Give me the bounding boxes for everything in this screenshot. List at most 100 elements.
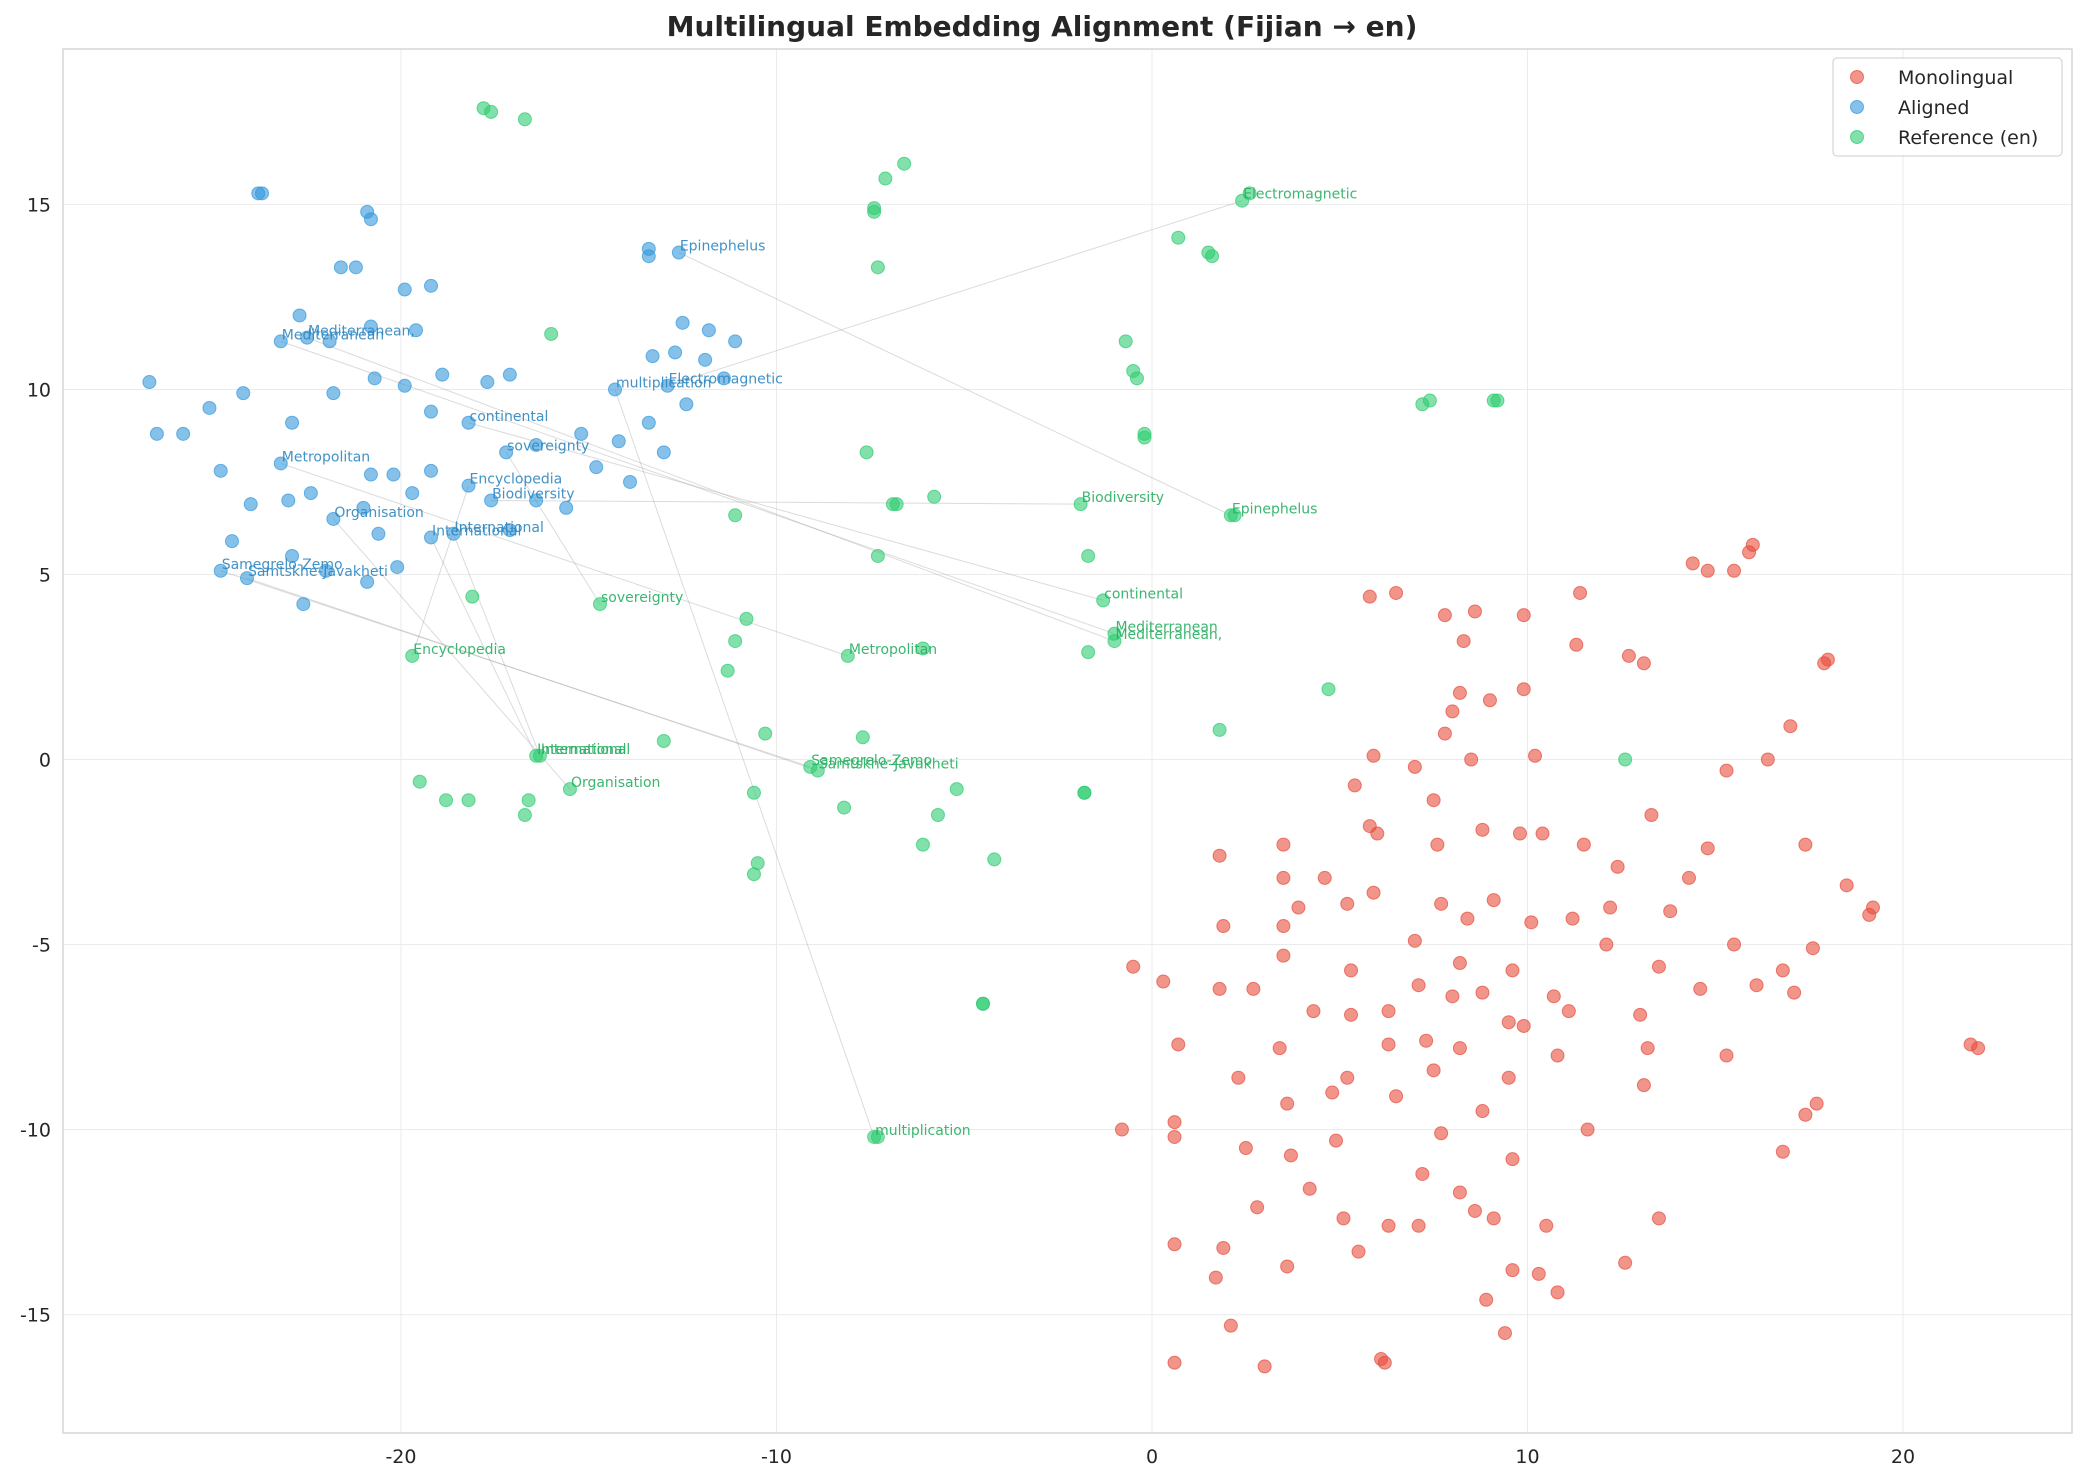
reference-en-point	[976, 996, 991, 1011]
monolingual-point	[1820, 652, 1835, 667]
reference-en-point	[837, 800, 852, 815]
reference-en-point	[1081, 548, 1096, 563]
monolingual-point	[1437, 608, 1452, 623]
reference-en-point	[656, 734, 671, 748]
monolingual-point	[1971, 1041, 1986, 1056]
monolingual-point	[1524, 915, 1539, 930]
reference-en-point	[930, 808, 945, 823]
monolingual-point	[1636, 1078, 1651, 1093]
point-label: International	[432, 523, 521, 539]
reference-en-point	[484, 104, 499, 119]
monolingual-point	[1569, 637, 1584, 652]
alignment-connector	[468, 422, 1104, 601]
reference-en-point	[746, 785, 761, 800]
aligned-point	[213, 463, 228, 478]
reference-en-point	[1107, 634, 1122, 649]
reference-en-point	[1490, 393, 1505, 408]
aligned-point	[589, 460, 604, 475]
aligned-point	[502, 367, 517, 382]
monolingual-point	[1516, 682, 1531, 697]
monolingual-point	[1238, 1141, 1253, 1156]
aligned-point	[363, 467, 378, 482]
monolingual-point	[1452, 1185, 1467, 1200]
point-label: International	[455, 520, 544, 536]
monolingual-point	[1126, 959, 1141, 974]
aligned-point	[296, 597, 311, 612]
reference-en-point	[1242, 186, 1257, 201]
aligned-point	[236, 386, 251, 401]
aligned-point	[499, 445, 514, 460]
monolingual-point	[1445, 989, 1460, 1004]
reference-en-point	[915, 837, 930, 852]
monolingual-point	[1437, 726, 1452, 741]
aligned-point	[356, 500, 371, 515]
monolingual-point	[1426, 793, 1441, 808]
point-label: Mediterranean	[1115, 620, 1217, 636]
monolingual-point	[1727, 563, 1742, 578]
monolingual-point	[1576, 837, 1591, 852]
monolingual-point	[1580, 1122, 1595, 1137]
monolingual-point	[1212, 981, 1227, 996]
reference-en-point	[1321, 682, 1336, 697]
reference-en-point	[461, 793, 476, 808]
aligned-point	[326, 386, 341, 401]
monolingual-point	[1742, 545, 1757, 560]
plot-area-frame	[62, 48, 2073, 1434]
monolingual-point	[1633, 1007, 1648, 1022]
reference-en-point	[1212, 722, 1227, 737]
monolingual-point	[1370, 826, 1385, 841]
aligned-point	[333, 260, 348, 275]
reference-en-point	[1081, 645, 1096, 660]
alignment-connector	[505, 452, 601, 605]
aligned-point	[728, 334, 743, 349]
monolingual-point	[1636, 656, 1651, 671]
reference-en-point	[521, 793, 536, 808]
monolingual-point	[1501, 1015, 1516, 1030]
legend-label: Reference (en)	[1898, 127, 2038, 149]
aligned-point	[424, 530, 439, 545]
point-label: Encyclopedia	[413, 642, 506, 658]
aligned-point	[502, 523, 517, 538]
monolingual-point	[1419, 1033, 1434, 1048]
alignment-connector	[246, 577, 818, 772]
point-label: Metropolitan	[849, 642, 937, 658]
reference-en-point	[439, 793, 454, 808]
reference-en-point	[810, 763, 825, 778]
reference-en-point	[1205, 249, 1220, 264]
chart-title: Multilingual Embedding Alignment (Fijian…	[667, 10, 1418, 43]
aligned-point	[641, 415, 656, 430]
monolingual-point	[1727, 937, 1742, 952]
reference-en-point	[739, 611, 754, 626]
aligned-point	[255, 186, 270, 201]
point-label: Mediterranean,	[1115, 627, 1222, 643]
point-label: International	[541, 742, 630, 758]
monolingual-point	[1306, 1004, 1321, 1019]
monolingual-point	[1839, 878, 1854, 893]
aligned-point	[559, 500, 574, 515]
aligned-point	[348, 260, 363, 275]
monolingual-point	[1809, 1096, 1824, 1111]
monolingual-point	[1561, 1004, 1576, 1019]
aligned-point	[303, 486, 318, 501]
aligned-point	[273, 456, 288, 471]
reference-en-point	[412, 774, 427, 789]
legend-marker	[1850, 130, 1864, 144]
aligned-point	[397, 282, 412, 297]
y-tick-label: 0	[39, 750, 51, 772]
reference-en-point	[885, 497, 900, 512]
monolingual-point	[1719, 763, 1734, 778]
connector-lines	[220, 200, 1243, 1138]
alignment-connector	[411, 485, 470, 657]
monolingual-point	[1798, 837, 1813, 852]
reference-en-point	[532, 748, 547, 763]
monolingual-point	[1283, 1148, 1298, 1163]
legend-marker	[1850, 100, 1864, 114]
point-label: Organisation	[571, 775, 660, 791]
monolingual-point	[1775, 963, 1790, 978]
monolingual-point	[1640, 1041, 1655, 1056]
point-label: Mediterranean,	[308, 324, 415, 340]
monolingual-point	[1280, 1096, 1295, 1111]
monolingual-point	[1411, 978, 1426, 993]
aligned-point	[623, 474, 638, 489]
reference-en-point	[1171, 230, 1186, 245]
